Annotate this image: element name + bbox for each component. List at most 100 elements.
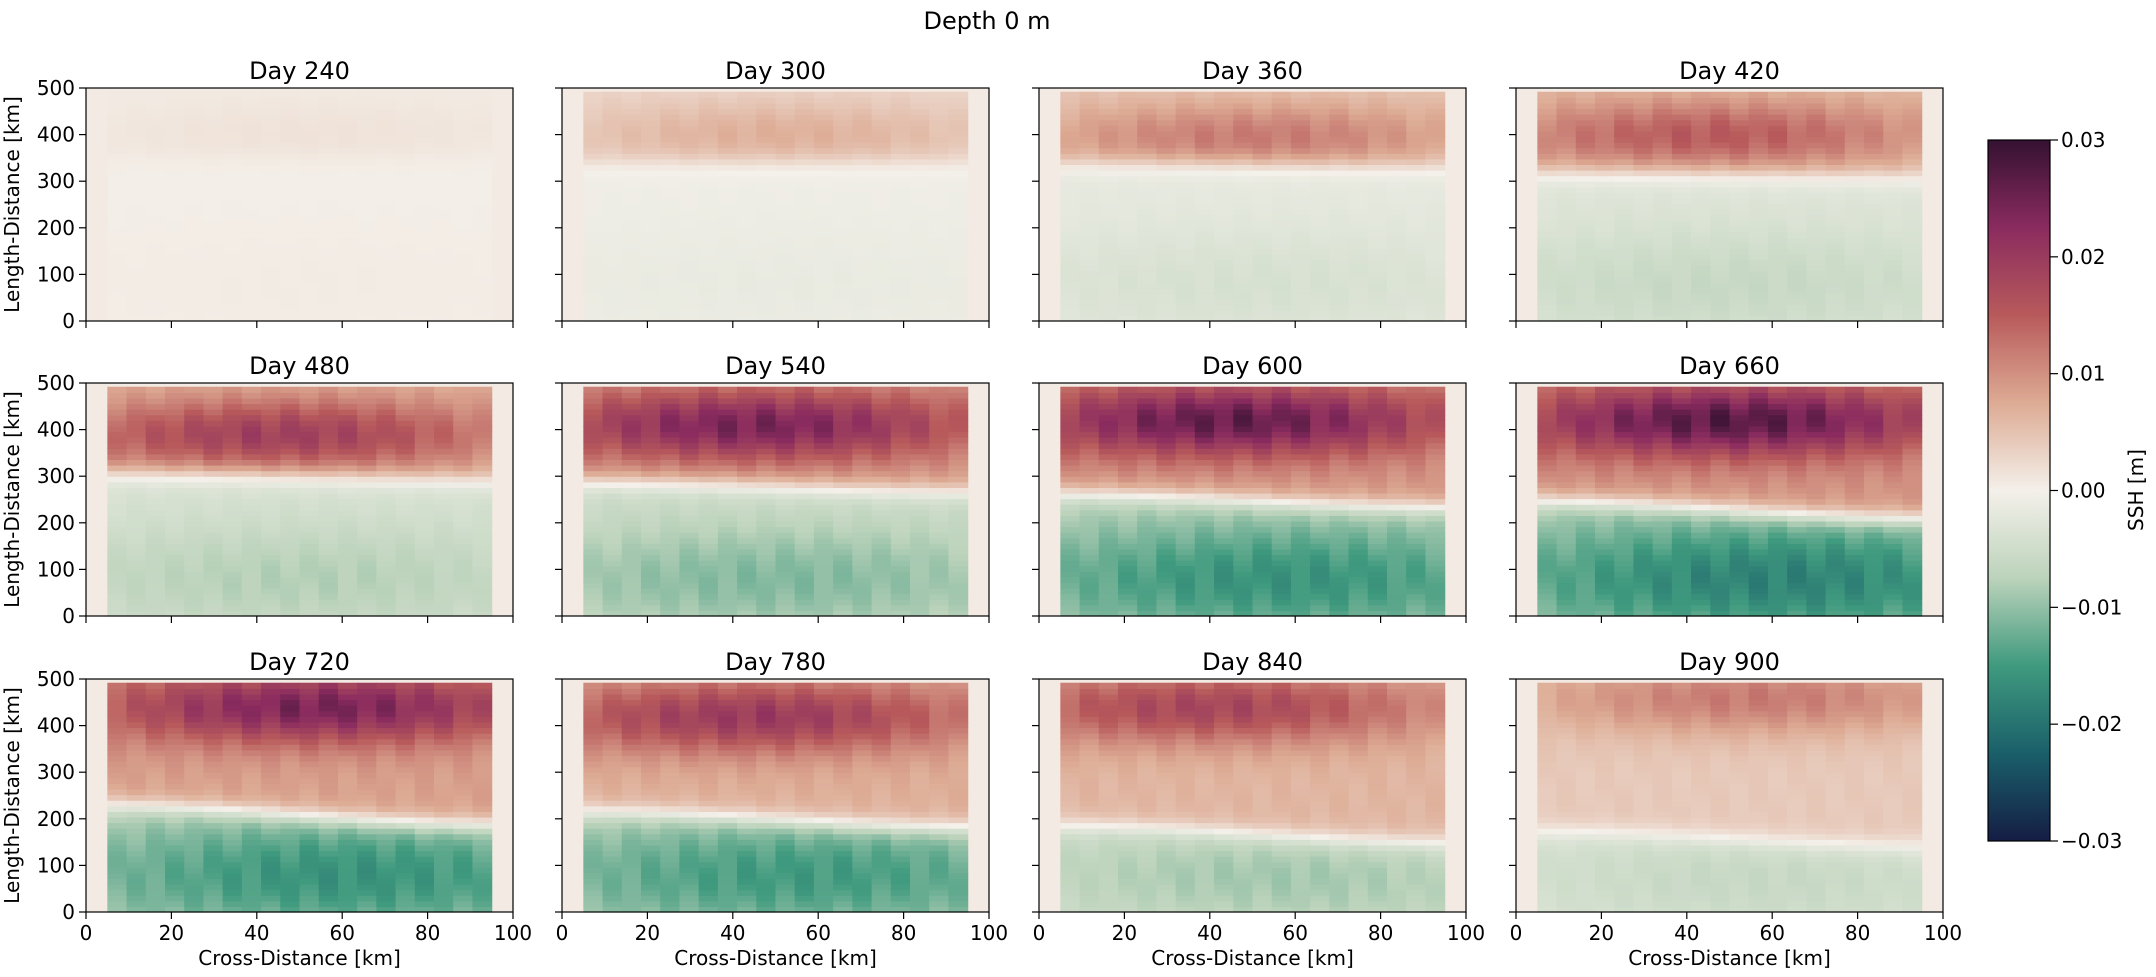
heatmap-cell (1883, 253, 1904, 261)
heatmap-cell (1348, 209, 1369, 216)
heatmap-cell (621, 498, 642, 505)
heatmap-cell (241, 147, 262, 154)
heatmap-cell (641, 448, 661, 455)
heatmap-cell (107, 125, 128, 132)
heatmap-cell (395, 181, 416, 188)
heatmap-cell (472, 593, 493, 600)
heatmap-cell (1652, 225, 1673, 233)
heatmap-cell (852, 186, 873, 193)
heatmap-cell (910, 197, 930, 205)
heatmap-cell (833, 203, 853, 210)
heatmap-cell (679, 270, 700, 277)
heatmap-cell (679, 459, 700, 466)
heatmap-cell (1710, 97, 1731, 104)
heatmap-cell (1098, 214, 1119, 221)
heatmap-cell (1117, 242, 1138, 249)
heatmap-cell (434, 588, 454, 595)
heatmap-cell (641, 554, 661, 561)
heatmap-cell (337, 414, 358, 421)
heatmap-cell (602, 214, 623, 221)
heatmap-cell (1671, 253, 1692, 261)
heatmap-cell (299, 237, 320, 244)
heatmap-cell (261, 209, 281, 216)
heatmap-cell (434, 197, 454, 205)
heatmap-cell (434, 576, 454, 584)
heatmap-cell (1748, 237, 1769, 244)
heatmap-cell (1156, 220, 1177, 227)
heatmap-cell (222, 130, 243, 138)
heatmap-cell (929, 599, 950, 606)
heatmap-cell (852, 231, 873, 238)
heatmap-cell (453, 425, 474, 433)
heatmap-cell (1806, 136, 1827, 143)
heatmap-cell (660, 209, 681, 216)
heatmap-cell (1614, 231, 1635, 238)
heatmap-cell (1387, 276, 1407, 283)
heatmap-cell (1310, 192, 1330, 199)
heatmap-cell (871, 142, 892, 149)
heatmap-cell (203, 214, 224, 221)
heatmap-cell (890, 548, 911, 556)
heatmap-cell (583, 487, 604, 494)
heatmap-cell (1767, 175, 1788, 182)
heatmap-cell (280, 253, 301, 261)
heatmap-cell (107, 571, 128, 578)
heatmap-cell (1252, 298, 1273, 305)
heatmap-cell (222, 309, 243, 317)
heatmap-cell (280, 604, 301, 612)
heatmap-cell (299, 147, 320, 154)
heatmap-cell (299, 259, 320, 266)
heatmap-cell (145, 265, 166, 272)
heatmap-cell (1214, 298, 1234, 305)
heatmap-cell (184, 604, 205, 612)
heatmap-cell (621, 537, 642, 544)
heatmap-cell (1902, 259, 1923, 266)
heatmap-cell (203, 248, 224, 255)
heatmap-cell (434, 414, 454, 421)
heatmap-cell (145, 543, 166, 550)
heatmap-cell (222, 181, 243, 188)
heatmap-cell (679, 425, 700, 433)
heatmap-cell (1691, 281, 1711, 289)
heatmap-cell (1806, 237, 1827, 244)
heatmap-cell (1537, 259, 1558, 266)
heatmap-cell (1748, 309, 1769, 317)
heatmap-cell (813, 487, 834, 494)
heatmap-cell (1406, 197, 1427, 205)
heatmap-cell (1252, 164, 1273, 171)
heatmap-cell (1329, 237, 1350, 244)
heatmap-cell (660, 487, 681, 494)
heatmap-cell (414, 599, 435, 606)
heatmap-cell (948, 265, 969, 272)
heatmap-cell (621, 125, 642, 132)
heatmap-cell (434, 470, 454, 477)
heatmap-cell (1425, 158, 1446, 166)
heatmap-cell (395, 543, 416, 550)
heatmap-cell (1844, 298, 1865, 305)
heatmap-cell (126, 186, 147, 193)
heatmap-cell (184, 481, 205, 488)
heatmap-cell (871, 231, 892, 238)
heatmap-cell (434, 392, 454, 399)
heatmap-cell (1329, 242, 1350, 249)
heatmap-cell (241, 543, 262, 550)
heatmap-cell (660, 425, 681, 433)
heatmap-cell (621, 582, 642, 589)
heatmap-cell (833, 392, 853, 399)
heatmap-cell (261, 526, 281, 533)
heatmap-cell (1883, 192, 1904, 199)
heatmap-cell (337, 192, 358, 199)
heatmap-cell (107, 186, 128, 193)
heatmap-cell (1233, 175, 1254, 182)
heatmap-cell (1691, 91, 1711, 98)
heatmap-cell (621, 175, 642, 182)
heatmap-cell (261, 437, 281, 444)
heatmap-cell (299, 498, 320, 505)
heatmap-cell (929, 158, 950, 166)
heatmap-cell (145, 175, 166, 182)
heatmap-cell (1271, 281, 1292, 289)
heatmap-cell (222, 397, 243, 405)
heatmap-cell (165, 220, 185, 227)
heatmap-cell (357, 248, 377, 255)
heatmap-cell (472, 465, 493, 472)
